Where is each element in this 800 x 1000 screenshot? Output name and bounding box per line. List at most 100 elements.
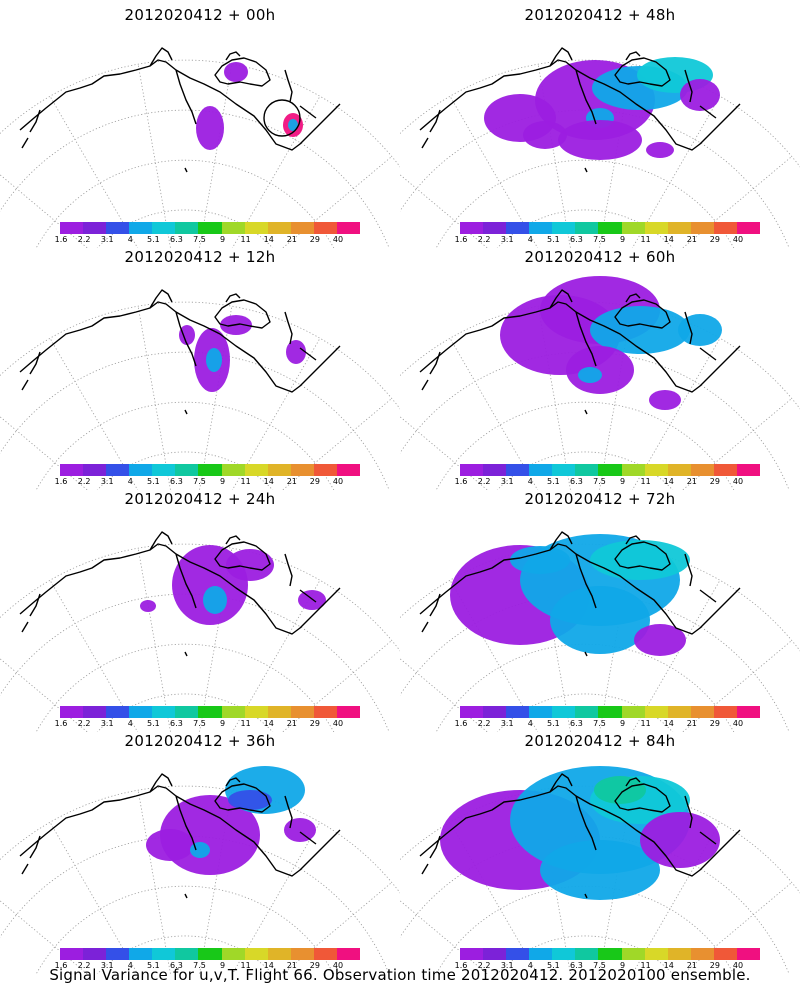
colorbar-swatch (552, 464, 576, 476)
colorbar-swatch (460, 948, 484, 960)
latitude-gridline (496, 209, 674, 248)
latitude-gridline (35, 643, 335, 732)
longitude-gridline (137, 306, 171, 490)
latitude-gridline (35, 401, 335, 490)
colorbar-swatch (290, 706, 314, 718)
panel-title: 2012020412 + 60h (524, 248, 676, 266)
colorbar-swatch (152, 948, 176, 960)
longitude-gridline (0, 174, 88, 248)
colorbar-tick-label: 4 (527, 235, 533, 244)
colorbar-swatch (598, 464, 622, 476)
colorbar-swatch (60, 464, 84, 476)
colorbar-tick-label: 21 (286, 235, 297, 244)
colorbar-swatch (152, 464, 176, 476)
latitude-gridline (0, 785, 400, 894)
colorbar-swatch (198, 464, 222, 476)
longitude-gridline (49, 579, 139, 732)
variance-region (640, 812, 720, 868)
colorbar-tick-label: 2.2 (477, 961, 491, 970)
colorbar-tick-label: 2.2 (77, 961, 91, 970)
colorbar-swatch (221, 706, 245, 718)
colorbar (60, 948, 361, 960)
colorbar-swatch (529, 222, 553, 234)
coastline (225, 535, 241, 545)
colorbar-tick-label: 3.1 (500, 477, 514, 486)
longitude-gridline (49, 95, 139, 248)
colorbar-tick-label: 3.1 (100, 961, 114, 970)
colorbar-swatch (198, 222, 222, 234)
latitude-gridline (96, 693, 274, 732)
colorbar-swatch (290, 222, 314, 234)
colorbar-tick-label: 3.1 (500, 235, 514, 244)
longitude-gridline (400, 900, 488, 974)
coastline (684, 553, 693, 587)
colorbar-labels: 1.6 2.2 3.1 4 5.1 6.3 7.5 9 11 14 21 29 40 (55, 477, 360, 487)
colorbar-swatch (690, 464, 714, 476)
colorbar-swatch (336, 464, 361, 476)
colorbar-tick-label: 5.1 (146, 961, 160, 970)
coastline (149, 47, 173, 67)
colorbar-swatch (575, 464, 599, 476)
colorbar-swatch (175, 222, 199, 234)
colorbar-swatch (267, 948, 291, 960)
coastline (699, 347, 717, 361)
map-panel-84h: 2012020412 + 84h 1.6 2.2 3.1 4 5.1 6.3 7.5 9 11 1… (400, 726, 800, 974)
longitude-gridline (137, 64, 171, 248)
map-84h (400, 766, 800, 974)
coastline (284, 311, 293, 345)
colorbar-swatch (621, 464, 645, 476)
colorbar-tick-label: 3.1 (100, 719, 114, 728)
colorbar-swatch (690, 948, 714, 960)
coastline (584, 651, 588, 657)
coastline (549, 531, 573, 551)
latitude-gridline (96, 209, 274, 248)
colorbar-swatch (175, 464, 199, 476)
colorbar-swatch (713, 948, 737, 960)
coastline (299, 347, 317, 361)
colorbar-swatch (175, 706, 199, 718)
colorbar-tick-label: 2.2 (477, 235, 491, 244)
colorbar-tick-label: 29 (709, 719, 720, 728)
coastline (684, 69, 693, 103)
longitude-gridline (282, 640, 393, 732)
colorbar-tick-label: 9 (620, 477, 626, 486)
longitude-gridline (400, 658, 488, 732)
colorbar-tick-label: 11 (240, 477, 251, 486)
colorbar-tick-label: 7.5 (593, 235, 606, 244)
colorbar-tick-label: 9 (220, 235, 226, 244)
colorbar-swatch (106, 464, 130, 476)
variance-region (558, 120, 642, 160)
colorbar-swatch (598, 948, 622, 960)
colorbar-tick-label: 14 (263, 719, 274, 728)
colorbar-tick-label: 14 (663, 477, 674, 486)
coastline (614, 783, 671, 813)
longitude-gridline (231, 95, 321, 248)
colorbar-tick-label: 11 (640, 719, 651, 728)
colorbar-swatch (106, 706, 130, 718)
latitude-gridline (0, 109, 390, 248)
colorbar-tick-label: 1.6 (454, 235, 468, 244)
coastline (149, 289, 173, 309)
colorbar-swatch (552, 222, 576, 234)
colorbar-swatch (129, 464, 153, 476)
coastline (214, 541, 271, 571)
variance-region (196, 106, 224, 150)
coastline (29, 109, 41, 133)
colorbar-tick-label: 5.1 (546, 235, 560, 244)
latitude-gridline (35, 885, 335, 974)
colorbar-tick-label: 40 (332, 235, 344, 244)
coastline (429, 593, 441, 617)
colorbar-labels: 1.6 2.2 3.1 4 5.1 6.3 7.5 9 11 14 21 29 40 (455, 961, 760, 971)
coastline (549, 289, 573, 309)
variance-region (226, 549, 274, 581)
colorbar-tick-label: 14 (663, 961, 674, 970)
variance-region (286, 340, 306, 364)
coastline (575, 553, 597, 609)
colorbar-swatch (221, 464, 245, 476)
colorbar-tick-label: 1.6 (54, 719, 68, 728)
colorbar-swatch (313, 222, 337, 234)
coastline (21, 621, 29, 633)
colorbar-tick-label: 4 (127, 961, 133, 970)
colorbar-swatch (575, 706, 599, 718)
colorbar-tick-label: 29 (309, 719, 320, 728)
